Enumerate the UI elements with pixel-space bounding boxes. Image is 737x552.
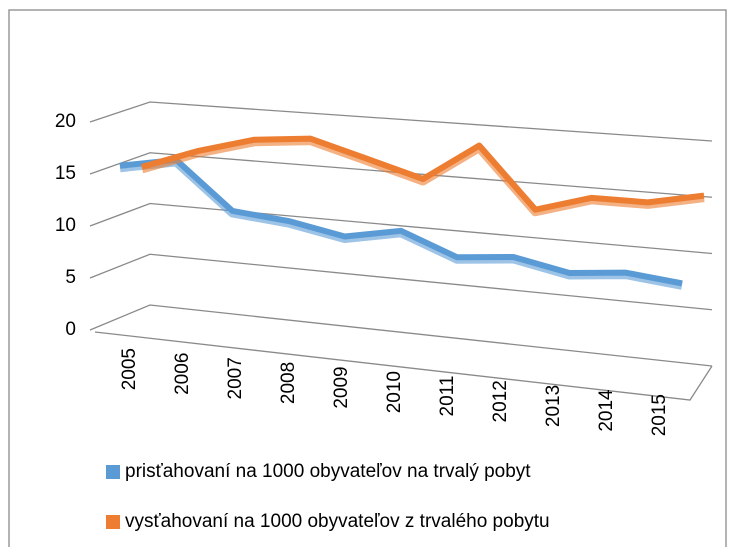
x-tick-label: 2015 xyxy=(649,394,670,436)
x-tick-label: 2010 xyxy=(384,371,405,413)
x-tick-label: 2008 xyxy=(278,362,299,404)
x-tick-label: 2007 xyxy=(225,357,246,399)
grid-line xyxy=(89,253,713,311)
x-tick-label: 2012 xyxy=(490,380,511,422)
grid-line xyxy=(89,202,713,255)
floor-edge xyxy=(94,331,713,401)
series-line xyxy=(141,135,705,213)
y-tick-label: 20 xyxy=(55,111,76,132)
legend-label: vysťahovaní na 1000 obyvateľov z trvaléh… xyxy=(125,511,550,532)
x-tick-label: 2013 xyxy=(543,385,564,427)
x-tick-label: 2009 xyxy=(331,366,352,408)
grid-line xyxy=(89,101,713,142)
x-tick-label: 2005 xyxy=(119,348,140,390)
legend-swatch xyxy=(106,465,120,479)
x-tick-label: 2014 xyxy=(596,389,617,432)
legend-swatch xyxy=(106,515,120,529)
grid-line xyxy=(89,304,713,367)
series-line xyxy=(119,156,683,287)
x-tick-label: 2011 xyxy=(437,376,458,417)
y-tick-label: 0 xyxy=(65,319,76,340)
legend-label: prisťahovaní na 1000 obyvateľov na trval… xyxy=(125,461,531,482)
y-tick-label: 15 xyxy=(55,163,76,184)
y-tick-label: 10 xyxy=(55,215,76,236)
grid-line xyxy=(89,152,713,198)
y-tick-label: 5 xyxy=(65,267,76,288)
chart-frame xyxy=(8,9,727,552)
x-tick-label: 2006 xyxy=(172,353,193,395)
